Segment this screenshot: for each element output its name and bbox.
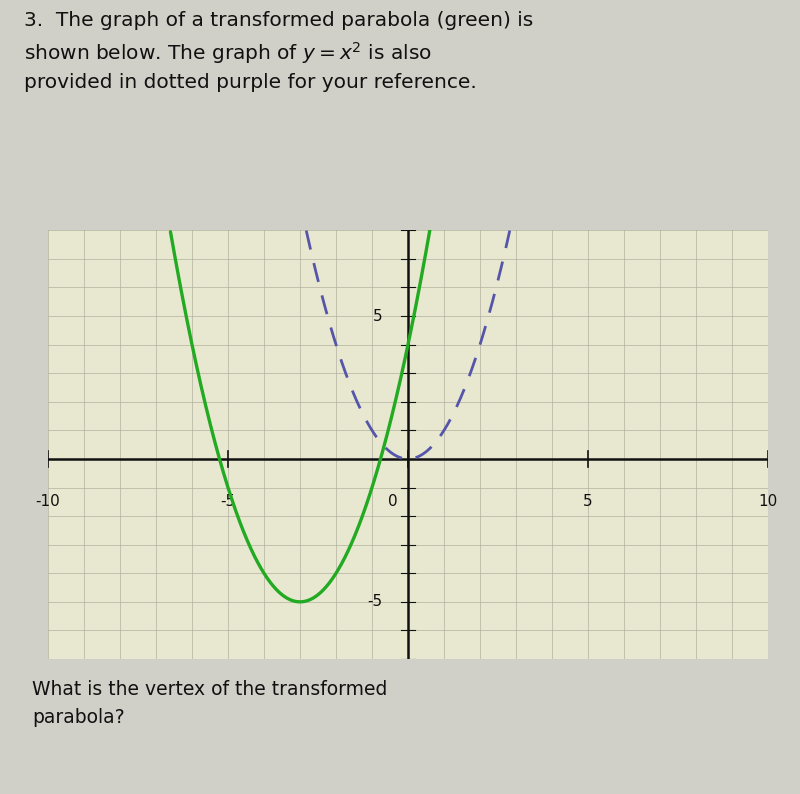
Text: What is the vertex of the transformed
parabola?: What is the vertex of the transformed pa… xyxy=(32,680,387,727)
Text: -5: -5 xyxy=(368,595,383,609)
Text: 0: 0 xyxy=(387,494,397,509)
Text: 5: 5 xyxy=(373,309,383,323)
Text: -10: -10 xyxy=(36,494,60,509)
Text: 3.  The graph of a transformed parabola (green) is
shown below. The graph of $y : 3. The graph of a transformed parabola (… xyxy=(24,11,534,92)
Text: -5: -5 xyxy=(221,494,235,509)
Text: 10: 10 xyxy=(758,494,778,509)
Text: 5: 5 xyxy=(583,494,593,509)
